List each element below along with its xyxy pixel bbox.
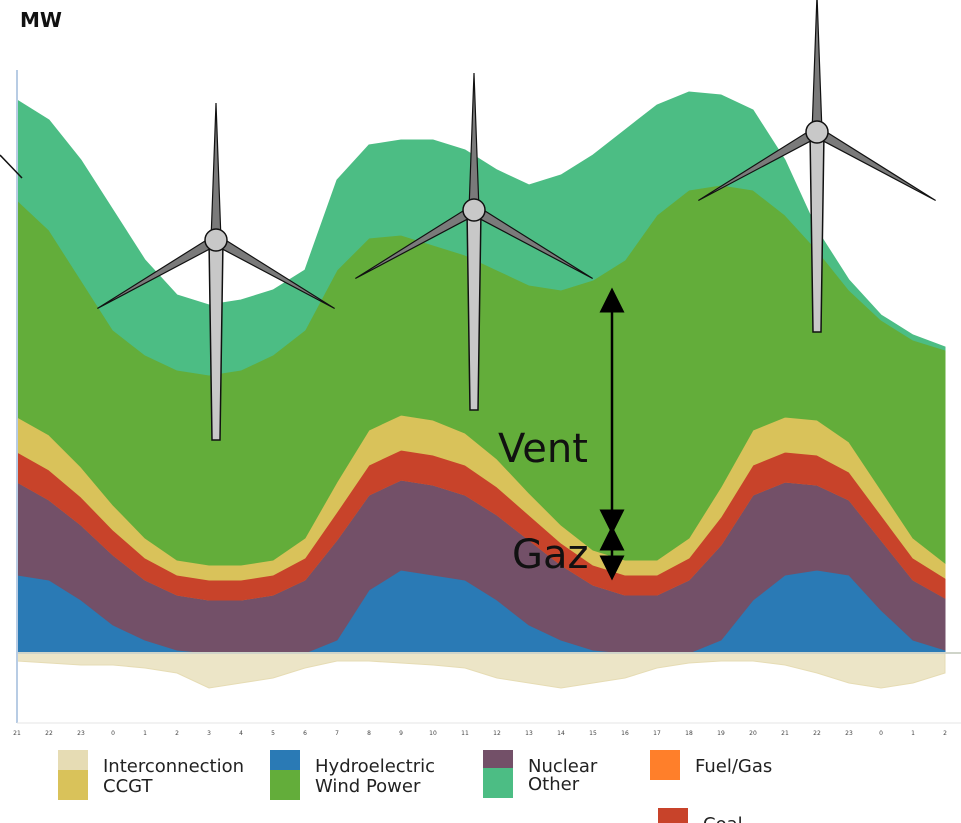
x-tick-label: 0: [879, 730, 883, 737]
annotation: Vent: [498, 426, 588, 472]
x-tick-label: 18: [685, 730, 693, 737]
x-tick-label: 2: [943, 730, 947, 737]
x-tick-label: 1: [911, 730, 915, 737]
x-tick-label: 23: [845, 730, 853, 737]
x-tick-label: 10: [429, 730, 437, 737]
legend-swatch: [270, 770, 300, 800]
x-tick-label: 19: [717, 730, 725, 737]
x-tick-label: 11: [461, 730, 469, 737]
legend-label: Other: [528, 774, 580, 795]
x-tick-label: 21: [781, 730, 789, 737]
chart: Vent Gaz MW Interconnection Hydroelectric…: [0, 0, 961, 823]
x-tick-label: 21: [13, 730, 21, 737]
legend-label: Interconnection: [103, 756, 244, 777]
x-tick-label: 13: [525, 730, 533, 737]
legend-label: Hydroelectric: [315, 756, 435, 777]
x-tick-label: 5: [271, 730, 275, 737]
legend-label: Fuel/Gas: [695, 756, 772, 777]
x-tick-label: 7: [335, 730, 339, 737]
area: [17, 653, 945, 688]
x-tick-label: 17: [653, 730, 661, 737]
x-tick-label: 2: [175, 730, 179, 737]
x-tick-label: 6: [303, 730, 307, 737]
x-tick-label: 22: [45, 730, 53, 737]
legend-swatch: [58, 770, 88, 800]
x-tick-label: 20: [749, 730, 757, 737]
legend-label: CCGT: [103, 776, 153, 797]
zero-band: [17, 652, 961, 654]
annotation: Gaz: [512, 532, 589, 578]
legend-swatch: [650, 750, 680, 780]
x-tick-label: 16: [621, 730, 629, 737]
legend-swatch: [483, 768, 513, 798]
x-tick-label: 15: [589, 730, 597, 737]
x-tick-label: 1: [143, 730, 147, 737]
x-tick-label: 22: [813, 730, 821, 737]
legend-label: Wind Power: [315, 776, 421, 797]
x-tick-label: 3: [207, 730, 211, 737]
x-tick-label: 4: [239, 730, 243, 737]
legend-label: Coal: [703, 814, 743, 823]
y-axis-label: MW: [20, 8, 62, 32]
x-tick-label: 12: [493, 730, 501, 737]
x-tick-label: 8: [367, 730, 371, 737]
x-tick-label: 9: [399, 730, 403, 737]
legend-swatch: [658, 808, 688, 823]
x-tick-label: 14: [557, 730, 565, 737]
x-tick-label: 23: [77, 730, 85, 737]
x-tick-label: 0: [111, 730, 115, 737]
